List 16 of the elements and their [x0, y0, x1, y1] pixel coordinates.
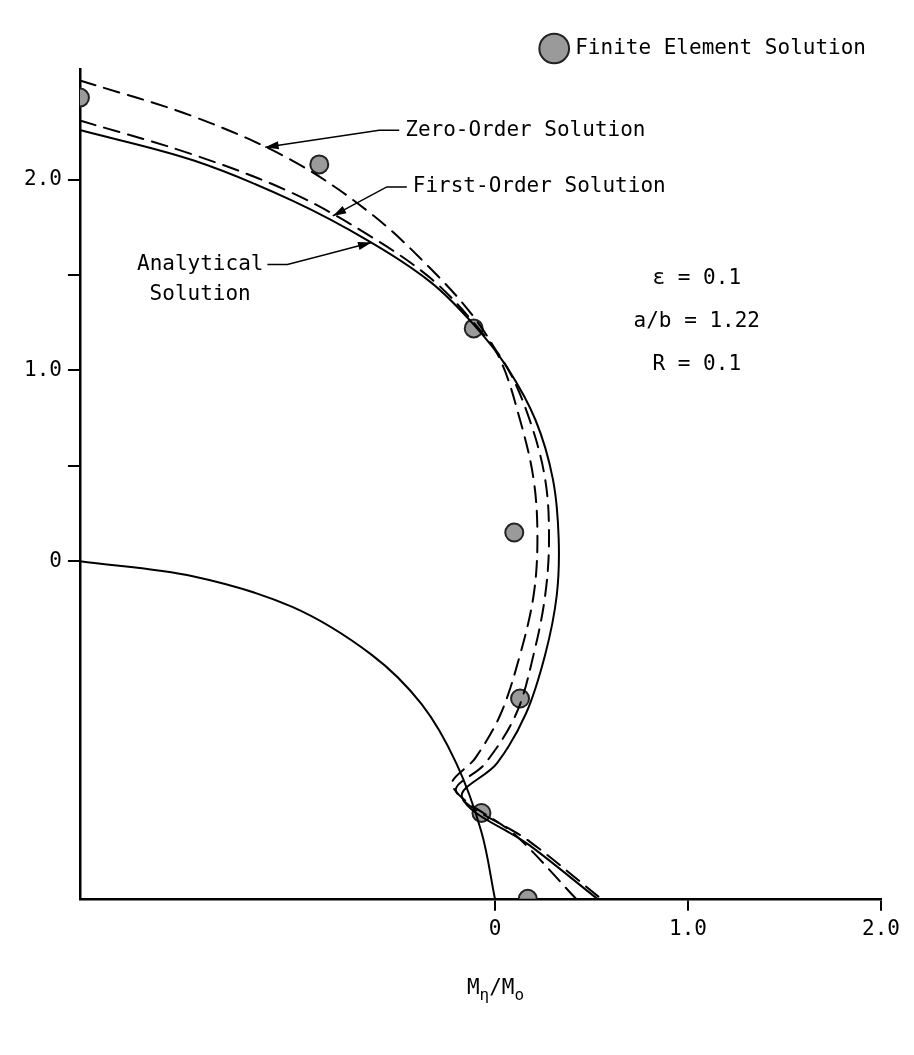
- y-tick-label: 0: [49, 547, 62, 572]
- annotation: ε = 0.1: [652, 265, 742, 290]
- y-tick-label: 1.0: [23, 356, 62, 381]
- legend-label: Finite Element Solution: [575, 34, 867, 59]
- x-tick-label: 1.0: [669, 915, 707, 940]
- point: [504, 522, 525, 543]
- point: [309, 154, 330, 175]
- annotation: a/b = 1.22: [633, 308, 760, 333]
- annotation: First-Order Solution: [412, 173, 666, 198]
- point: [510, 688, 531, 709]
- x-tick-label: 0: [488, 915, 502, 940]
- y-tick-label: 2.0: [23, 166, 62, 191]
- annotation: Zero-Order Solution: [405, 116, 646, 141]
- x-tick-label: 2.0: [862, 915, 900, 940]
- annotation: Analytical Solution: [136, 251, 264, 306]
- annotation: R = 0.1: [652, 351, 742, 376]
